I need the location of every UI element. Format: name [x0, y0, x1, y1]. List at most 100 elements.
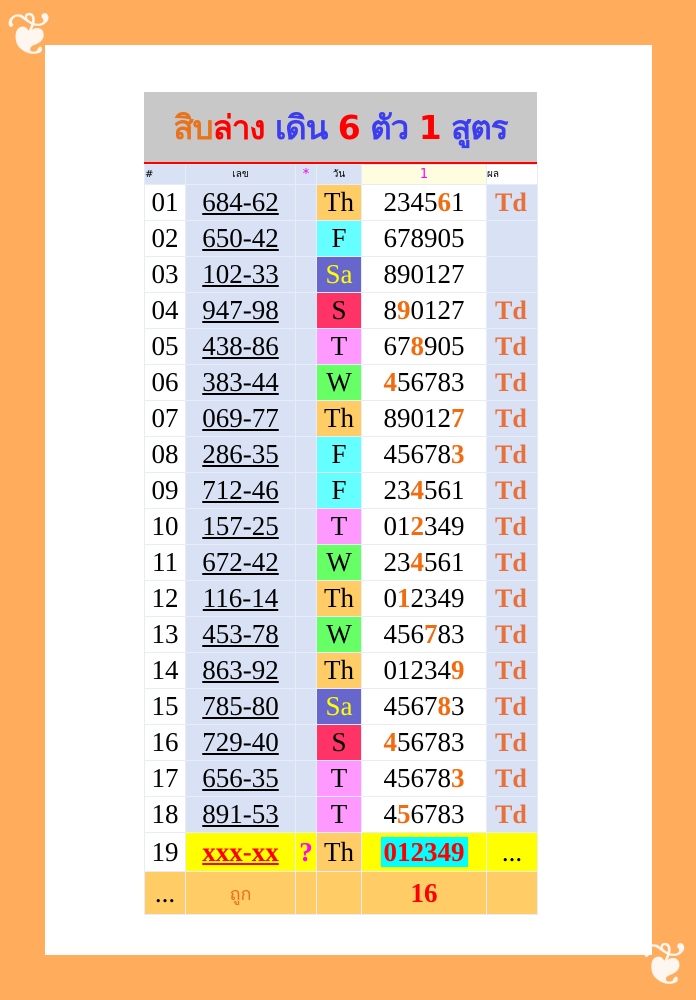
table-row: 15 785-80 Sa 456783 Td — [144, 688, 538, 725]
header-no: # — [144, 164, 186, 185]
row-digits: 456783 — [361, 796, 487, 833]
table-row: 16 729-40 S 456783 Td — [144, 724, 538, 761]
row-digits: 012349 — [361, 508, 487, 545]
hit-digit: 4 — [410, 547, 425, 577]
table-row: 06 383-44 W 456783 Td — [144, 364, 538, 401]
row-digits: 456783 — [361, 364, 487, 401]
row-number: 891-53 — [185, 796, 296, 833]
row-result: Td — [486, 472, 538, 509]
row-digits: 456783 — [361, 724, 487, 761]
row-result: Td — [486, 796, 538, 833]
row-number: 286-35 — [185, 436, 296, 473]
table-row: 11 672-42 W 234561 Td — [144, 544, 538, 581]
row-result: Td — [486, 616, 538, 653]
row-day: F — [316, 220, 362, 257]
row-result: Td — [486, 544, 538, 581]
row-result: Td — [486, 508, 538, 545]
row-no: 17 — [144, 760, 186, 797]
title-part: ตัว — [370, 107, 409, 147]
row-result: Td — [486, 364, 538, 401]
row-result: Td — [486, 580, 538, 617]
row-number: 102-33 — [185, 256, 296, 293]
results-table: # เลข * วัน 1 ผล 01 684-62 Th 234561 Td 02 650… — [144, 164, 538, 915]
row-result: Td — [486, 652, 538, 689]
row-day: Sa — [316, 256, 362, 293]
row-no: 11 — [144, 544, 186, 581]
row-digits: 012349 — [361, 652, 487, 689]
hit-digit: 5 — [397, 799, 411, 829]
footer-no: ... — [144, 871, 186, 915]
table-row: 10 157-25 T 012349 Td — [144, 508, 538, 545]
row-no: 12 — [144, 580, 186, 617]
row-number: 453-78 — [185, 616, 296, 653]
row-no: 10 — [144, 508, 186, 545]
row-day: W — [316, 616, 362, 653]
lottery-table-card: สิบ ล่าง เดิน 6 ตัว 1 สูตร # เลข * วัน 1 … — [144, 92, 538, 915]
row-day: W — [316, 544, 362, 581]
table-row: 09 712-46 F 234561 Td — [144, 472, 538, 509]
next-result: ... — [486, 832, 538, 872]
row-no: 04 — [144, 292, 186, 329]
row-result: Td — [486, 724, 538, 761]
title-part: 6 — [337, 107, 361, 147]
table-row: 14 863-92 Th 012349 Td — [144, 652, 538, 689]
hit-digit: 7 — [451, 403, 465, 433]
row-result: Td — [486, 328, 538, 365]
row-day: Th — [316, 184, 362, 221]
row-day: T — [316, 796, 362, 833]
row-no: 06 — [144, 364, 186, 401]
row-digits: 890127 — [361, 256, 487, 293]
row-no: 01 — [144, 184, 186, 221]
row-number: 650-42 — [185, 220, 296, 257]
row-no: 07 — [144, 400, 186, 437]
row-result: Td — [486, 760, 538, 797]
row-day: Th — [316, 652, 362, 689]
hit-digit: 4 — [383, 367, 398, 397]
row-no: 19 — [144, 832, 186, 872]
title-part: สูตร — [451, 107, 508, 147]
row-number: 672-42 — [185, 544, 296, 581]
row-number: 656-35 — [185, 760, 296, 797]
next-star: ? — [295, 832, 317, 872]
row-digits: 678905 — [361, 220, 487, 257]
row-number: 785-80 — [185, 688, 296, 725]
footer-label: ถูก — [185, 871, 296, 915]
table-row: 17 656-35 T 456783 Td — [144, 760, 538, 797]
row-digits: 456783 — [361, 436, 487, 473]
table-row: 08 286-35 F 456783 Td — [144, 436, 538, 473]
hit-digit: 1 — [397, 583, 411, 613]
table-row: 03 102-33 Sa 890127 — [144, 256, 538, 293]
next-digits: 012349 — [380, 836, 468, 867]
row-no: 05 — [144, 328, 186, 365]
hit-digit: 9 — [451, 655, 465, 685]
header-row: # เลข * วัน 1 ผล — [144, 164, 538, 185]
row-digits: 678905 — [361, 328, 487, 365]
table-row: 04 947-98 S 890127 Td — [144, 292, 538, 329]
hit-digit: 4 — [383, 727, 398, 757]
row-day: T — [316, 328, 362, 365]
hit-digit: 3 — [451, 439, 465, 469]
title-part: ล่าง — [212, 107, 266, 147]
row-no: 18 — [144, 796, 186, 833]
row-day: T — [316, 760, 362, 797]
row-digits: 890127 — [361, 292, 487, 329]
header-number: เลข — [185, 164, 296, 185]
row-day: S — [316, 724, 362, 761]
row-result: Td — [486, 292, 538, 329]
row-number: 069-77 — [185, 400, 296, 437]
row-day: F — [316, 472, 362, 509]
row-no: 03 — [144, 256, 186, 293]
page-title: สิบ ล่าง เดิน 6 ตัว 1 สูตร — [144, 92, 537, 164]
row-number: 947-98 — [185, 292, 296, 329]
next-number: xxx-xx — [185, 832, 296, 872]
row-no: 13 — [144, 616, 186, 653]
vine-ornament-icon: ❦ — [640, 932, 691, 998]
row-result: Td — [486, 436, 538, 473]
table-row: 05 438-86 T 678905 Td — [144, 328, 538, 365]
hit-digit: 7 — [424, 619, 438, 649]
row-no: 09 — [144, 472, 186, 509]
row-result — [486, 256, 538, 293]
row-digits: 234561 — [361, 544, 487, 581]
row-digits: 456783 — [361, 760, 487, 797]
table-row: 01 684-62 Th 234561 Td — [144, 184, 538, 221]
